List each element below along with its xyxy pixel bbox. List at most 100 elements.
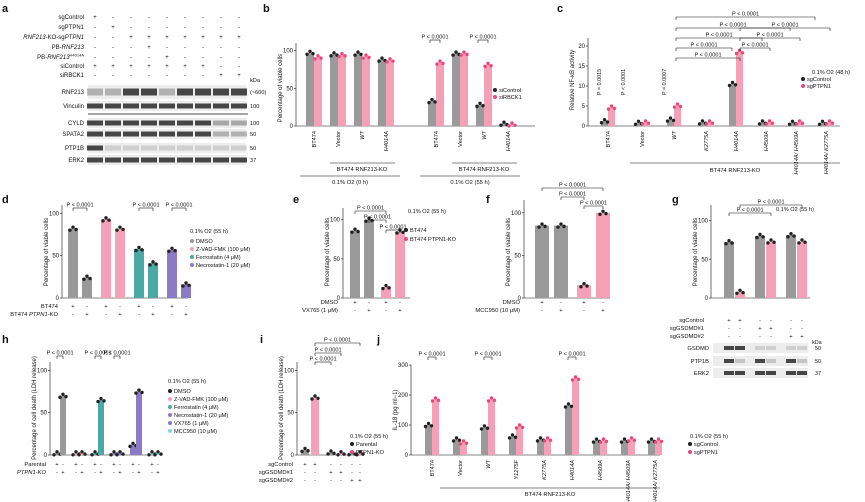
sign: + [358, 478, 362, 484]
row-label: siRBCK1 [60, 73, 85, 79]
data-point [343, 54, 347, 58]
p-value: P < 0.0001 [132, 203, 159, 209]
data-point [801, 84, 805, 88]
sign: + [61, 470, 65, 476]
sign: + [112, 462, 116, 468]
bar-siControl [306, 52, 314, 126]
sign: - [132, 470, 134, 476]
data-point [395, 231, 399, 235]
data-point [115, 228, 119, 232]
blot-label: PTP1B [691, 359, 709, 365]
x-tick-label: Vector [458, 460, 464, 476]
sign: - [81, 462, 83, 468]
data-point [388, 57, 392, 61]
bar-sgPTPN1 [572, 378, 579, 455]
bar-siControl [330, 54, 338, 127]
blot-band [123, 157, 139, 163]
bar-sgControl [635, 122, 642, 126]
data-point [824, 122, 829, 126]
blot-label: Vinculin [63, 104, 84, 110]
blot-band [123, 103, 139, 109]
bar [327, 452, 335, 455]
sign: - [94, 35, 96, 41]
data-point [184, 281, 188, 285]
bar [149, 453, 155, 455]
sign: + [219, 73, 223, 79]
data-point [74, 450, 78, 454]
bar-siRBCK1 [460, 53, 468, 126]
x-tick-label: WT [360, 130, 366, 139]
panel-letter: d [2, 194, 9, 206]
sign: - [399, 300, 401, 306]
blot-band [123, 131, 139, 137]
sign: - [304, 470, 306, 476]
data-point [64, 394, 68, 399]
data-point [356, 229, 360, 234]
sign: + [111, 25, 115, 31]
bar [364, 219, 374, 298]
sign: - [166, 73, 168, 79]
blot-band [231, 145, 247, 151]
y-tick-label: 50 [514, 253, 521, 259]
data-point [733, 83, 738, 87]
sign: - [56, 470, 58, 476]
data-point [478, 101, 482, 106]
bar-sgControl [601, 121, 608, 126]
blot-band [105, 88, 121, 96]
data-point [817, 122, 822, 127]
data-point [151, 260, 155, 264]
blot-band [159, 145, 175, 151]
sign: - [112, 35, 114, 41]
sign: + [129, 64, 133, 70]
sign: - [119, 304, 121, 310]
x-tick-label: Vector [458, 131, 464, 147]
sign: - [220, 64, 222, 70]
x-tick-label: H4014A [506, 131, 512, 151]
data-point [305, 52, 309, 57]
data-point [764, 122, 769, 126]
data-point [758, 232, 762, 237]
data-point [643, 119, 648, 123]
bar-siRBCK1 [386, 60, 394, 126]
legend-entry: Necrostatin-1 (20 μM) [174, 413, 228, 419]
blot-label: ERK2 [694, 371, 709, 377]
data-point [772, 240, 776, 244]
row-label: sgControl [268, 462, 293, 468]
data-point [370, 218, 374, 223]
sign: + [237, 35, 241, 41]
panel-letter: j [376, 334, 380, 346]
sign: - [220, 45, 222, 51]
data-point [794, 122, 799, 126]
data-point [489, 63, 493, 68]
panel-letter: g [672, 194, 679, 206]
data-point [489, 396, 494, 400]
data-point [730, 80, 735, 85]
kda-header: kDa [250, 78, 261, 84]
sign: + [137, 470, 141, 476]
x-tick-label: H4014A/ H4509A [794, 131, 800, 175]
data-point [761, 235, 765, 239]
data-point [93, 450, 97, 454]
x-tick-label: K2775A [704, 131, 710, 151]
x-tick-label: H4509A [764, 131, 770, 151]
bar-sgControl [453, 439, 460, 455]
bar [577, 285, 591, 298]
sign: - [184, 73, 186, 79]
data-point [82, 277, 86, 281]
row-label: siControl [60, 64, 84, 70]
blot-band [177, 131, 193, 137]
data-point [137, 245, 141, 250]
bar-sgPTPN1 [544, 439, 551, 455]
group-label: BT474 RNF213-KO [710, 168, 761, 174]
sign: + [118, 470, 122, 476]
data-point [332, 51, 336, 55]
data-point [326, 452, 330, 456]
blot-band [195, 120, 211, 126]
panel-j: j 0 100 200 300 IL-18 (pg ml−1) BT474 Vector WT Y… [376, 334, 728, 502]
data-point [563, 405, 568, 409]
p-value: P < 0.0001 [418, 352, 445, 358]
data-point [646, 440, 651, 444]
sign: - [130, 15, 132, 21]
data-point [789, 232, 793, 236]
panel-letter: b [263, 3, 270, 15]
